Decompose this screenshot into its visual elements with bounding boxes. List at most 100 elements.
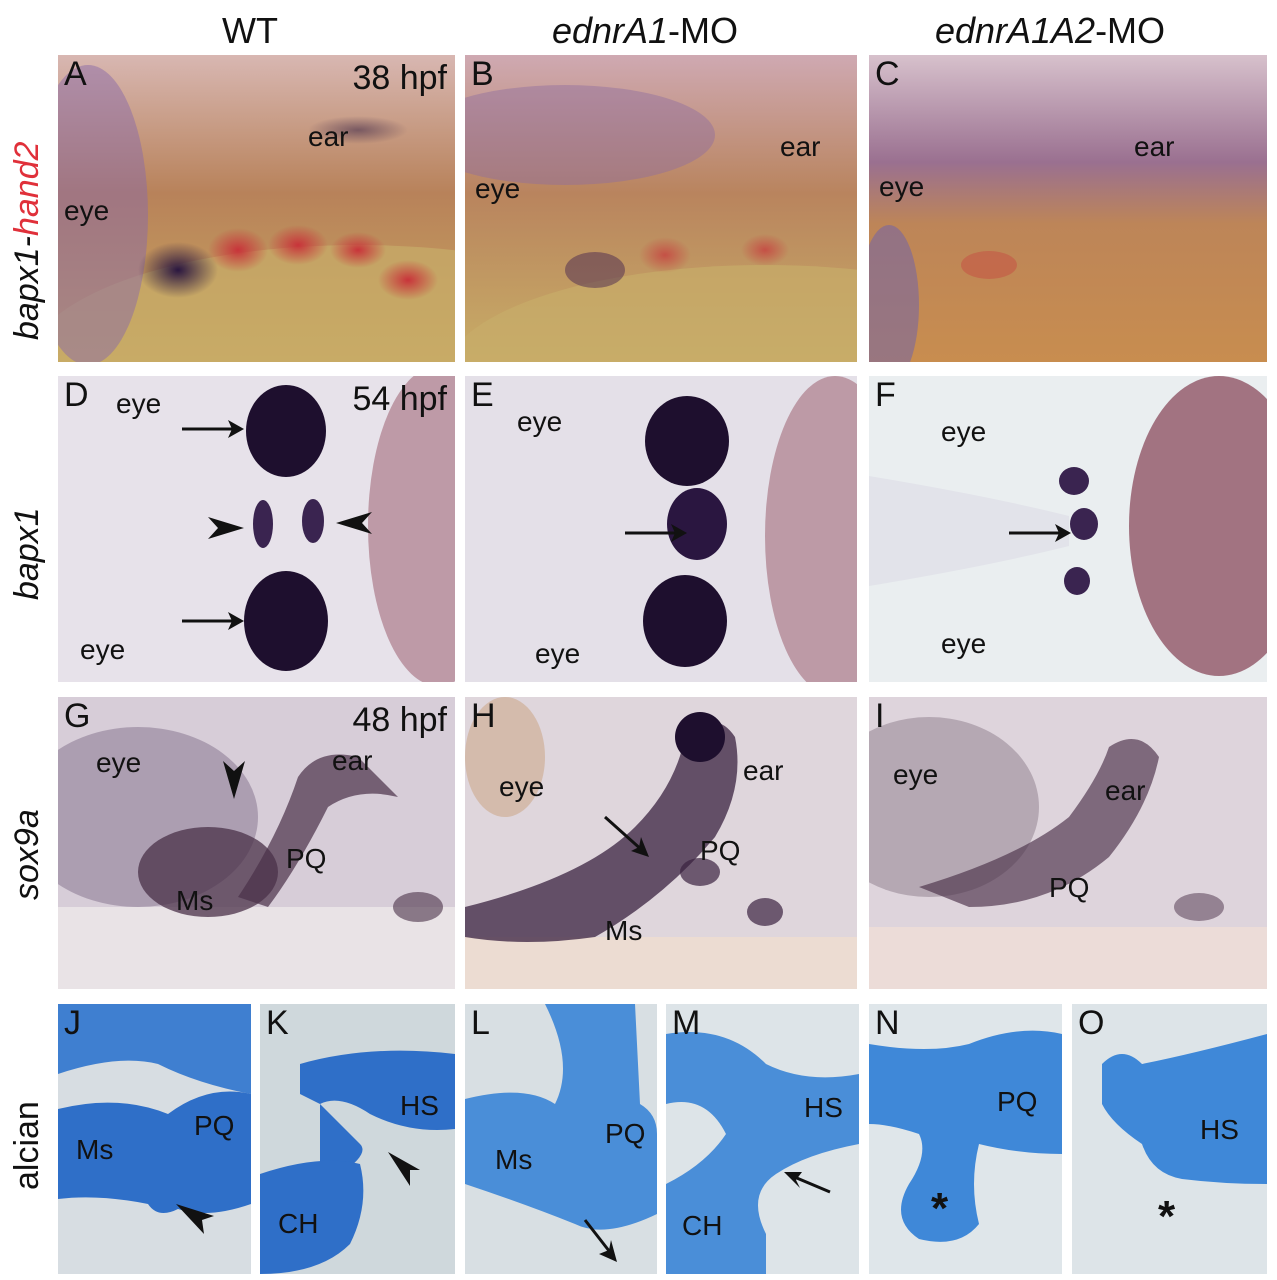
arrow-icon — [784, 1172, 831, 1194]
panel-i-pq: PQ — [1049, 872, 1090, 903]
panel-k-hs: HS — [400, 1090, 439, 1121]
panel-k: K HS CH — [260, 1004, 455, 1274]
ednra1a2-suffix: -MO — [1095, 10, 1166, 51]
panel-l: L Ms PQ — [465, 1004, 657, 1274]
panel-f: F eye eye — [869, 376, 1267, 682]
panel-g-ear: ear — [332, 745, 373, 776]
arrowhead-icon — [223, 761, 245, 799]
row-label-alcian: alcian — [8, 1101, 46, 1190]
panel-n: N PQ * — [869, 1004, 1062, 1274]
panel-e-eye-bottom: eye — [535, 638, 581, 669]
panel-m-ch: CH — [682, 1210, 723, 1241]
panel-e-image — [465, 376, 857, 682]
panel-o-asterisk: * — [1158, 1192, 1176, 1241]
panel-m: M HS CH — [666, 1004, 859, 1274]
panel-o-image — [1072, 1004, 1267, 1274]
panel-j-image — [58, 1004, 251, 1274]
panel-d-image — [58, 376, 455, 682]
panel-i-label: I — [875, 697, 885, 735]
panel-o-hs: HS — [1200, 1114, 1239, 1145]
column-header-ednra1a2-mo: ednrA1A2-MO — [860, 10, 1240, 52]
panel-d-eye-top: eye — [116, 388, 162, 419]
panel-b-label: B — [471, 55, 494, 93]
panel-l-ms: Ms — [495, 1144, 533, 1175]
panel-i-ear: ear — [1105, 775, 1146, 806]
row1-gene1: bapx1- — [8, 236, 46, 340]
arrow-icon — [625, 524, 687, 542]
arrow-icon — [603, 815, 649, 857]
panel-h: H eye ear PQ Ms — [465, 697, 857, 989]
panel-b-eye: eye — [475, 173, 521, 204]
panel-n-pq: PQ — [997, 1086, 1038, 1117]
panel-a-eye: eye — [64, 195, 110, 226]
arrowhead-icon — [388, 1152, 420, 1186]
panel-a-ear: ear — [308, 121, 349, 152]
panel-o-label: O — [1078, 1004, 1105, 1042]
panel-l-pq: PQ — [605, 1118, 646, 1149]
panel-n-asterisk: * — [931, 1184, 949, 1233]
panel-n-image — [869, 1004, 1062, 1274]
panel-h-label: H — [471, 697, 496, 735]
panel-i-image — [869, 697, 1267, 989]
row-label-bapx1: bapx1 — [8, 507, 46, 600]
arrow-icon — [182, 420, 244, 438]
row-label-sox9a: sox9a — [8, 809, 46, 900]
panel-k-image — [260, 1004, 455, 1274]
panel-f-label: F — [875, 376, 896, 414]
ednra1a2-gene-name: ednrA1A2 — [934, 10, 1096, 51]
arrowhead-icon — [208, 517, 244, 539]
panel-h-pq: PQ — [700, 835, 741, 866]
panel-h-image — [465, 697, 857, 989]
panel-g-image — [58, 697, 455, 989]
panel-a: A 38 hpf eye ear — [58, 55, 455, 362]
panel-c-eye: eye — [879, 171, 925, 202]
panel-j: J Ms PQ — [58, 1004, 251, 1274]
panel-g: G 48 hpf eye ear PQ Ms — [58, 697, 455, 989]
panel-n-label: N — [875, 1004, 900, 1042]
panel-d: D 54 hpf eye eye — [58, 376, 455, 682]
stage-label-48hpf: 48 hpf — [352, 701, 447, 739]
panel-o: O HS * — [1072, 1004, 1267, 1274]
panel-j-ms: Ms — [76, 1134, 114, 1165]
panel-f-image — [869, 376, 1267, 682]
row-label-bapx1-hand2: bapx1-hand2 — [8, 141, 47, 340]
panel-a-image — [58, 55, 455, 362]
stage-label-38hpf: 38 hpf — [352, 59, 447, 97]
panel-a-label: A — [64, 55, 87, 93]
panel-h-ms: Ms — [605, 915, 643, 946]
panel-c-label: C — [875, 55, 900, 93]
arrowhead-icon — [336, 512, 372, 534]
panel-k-label: K — [266, 1004, 289, 1042]
panel-l-label: L — [471, 1004, 490, 1042]
panel-g-label: G — [64, 697, 91, 735]
panel-e: E eye eye — [465, 376, 857, 682]
column-header-ednra1-mo: ednrA1-MO — [455, 10, 835, 52]
row1-gene2: hand2 — [8, 141, 46, 237]
panel-d-label: D — [64, 376, 89, 414]
panel-m-image — [666, 1004, 859, 1274]
panel-k-ch: CH — [278, 1208, 319, 1239]
panel-d-eye-bottom: eye — [80, 634, 126, 665]
panel-c-image — [869, 55, 1267, 362]
column-header-wt: WT — [222, 10, 278, 51]
panel-e-label: E — [471, 376, 494, 414]
ednra1-suffix: -MO — [668, 10, 739, 51]
arrow-icon — [1009, 524, 1071, 542]
arrow-icon — [182, 612, 244, 630]
stage-label-54hpf: 54 hpf — [352, 380, 447, 418]
panel-f-eye-bottom: eye — [941, 628, 987, 659]
ednra1-gene-name: ednrA1 — [551, 10, 669, 51]
panel-i-eye: eye — [893, 759, 939, 790]
panel-h-ear: ear — [743, 755, 784, 786]
panel-c: C eye ear — [869, 55, 1267, 362]
arrowhead-icon — [176, 1204, 214, 1234]
panel-i: I eye ear PQ — [869, 697, 1267, 989]
arrow-icon — [583, 1219, 617, 1262]
panel-g-eye: eye — [96, 747, 142, 778]
panel-m-label: M — [672, 1004, 701, 1042]
panel-j-label: J — [64, 1004, 81, 1042]
panel-g-pq: PQ — [286, 843, 327, 874]
panel-b: B eye ear — [465, 55, 857, 362]
panel-f-eye-top: eye — [941, 416, 987, 447]
panel-h-eye: eye — [499, 771, 545, 802]
